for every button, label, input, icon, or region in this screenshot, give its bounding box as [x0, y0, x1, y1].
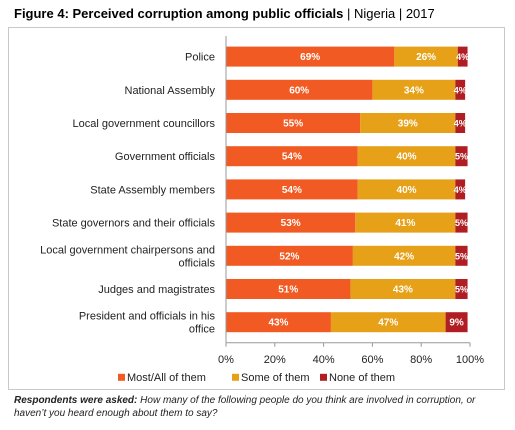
data-label: 53%	[281, 218, 301, 229]
note-label: Respondents were asked:	[14, 395, 138, 406]
category-label: officials	[179, 257, 216, 269]
data-label: 54%	[282, 185, 302, 196]
x-tick-label: 80%	[410, 354, 432, 366]
data-label: 40%	[397, 152, 417, 163]
data-label: 42%	[394, 251, 414, 262]
data-label: 34%	[404, 85, 424, 96]
x-tick-label: 60%	[361, 354, 383, 366]
category-label: State governors and their officials	[52, 218, 216, 230]
x-tick-label: 40%	[313, 354, 335, 366]
category-label: office	[189, 324, 215, 336]
data-label: 55%	[283, 119, 303, 130]
data-label: 5%	[455, 152, 468, 162]
title-separator: |	[343, 6, 355, 21]
bar-segment	[394, 46, 458, 67]
category-label: Police	[185, 52, 215, 64]
bar-segment	[350, 279, 456, 299]
bar-segment	[455, 279, 468, 299]
data-label: 5%	[455, 251, 468, 261]
bar-segment	[372, 79, 456, 100]
bar-segment	[357, 146, 456, 167]
data-label: 5%	[455, 218, 468, 228]
legend-label: None of them	[329, 372, 395, 384]
data-label: 40%	[397, 185, 417, 196]
data-label: 41%	[395, 218, 415, 229]
category-label: Local government chairpersons and	[40, 244, 215, 256]
data-label: 5%	[455, 285, 468, 295]
bar-segment	[226, 46, 395, 67]
data-label: 4%	[456, 52, 469, 62]
data-label: 54%	[282, 152, 302, 163]
bar-segment	[355, 212, 456, 233]
data-label: 47%	[378, 318, 398, 329]
data-label: 4%	[454, 185, 467, 195]
bar-segment	[226, 245, 353, 266]
bar-segment	[226, 146, 358, 167]
bar-segment	[357, 179, 456, 200]
bar-segment	[226, 113, 361, 133]
bar-segment	[455, 146, 468, 167]
category-label: State Assembly members	[90, 184, 215, 196]
legend-label: Some of them	[241, 372, 309, 384]
bar-segment	[226, 312, 331, 333]
category-label: Judges and magistrates	[98, 284, 215, 296]
title-year: 2017	[405, 6, 435, 21]
bar-segment	[352, 245, 456, 266]
x-tick-label: 100%	[456, 354, 484, 366]
figure-title: Figure 4: Perceived corruption among pub…	[14, 6, 435, 21]
bar-segment	[330, 312, 446, 333]
respondents-note: Respondents were asked: How many of the …	[14, 394, 509, 420]
data-label: 39%	[398, 119, 418, 130]
legend-label: Most/All of them	[127, 372, 206, 384]
bar-segment	[226, 79, 373, 100]
bar-segment	[226, 212, 356, 233]
bar-segment	[226, 179, 358, 200]
legend-swatch	[118, 373, 125, 381]
category-label: President and officials in his	[79, 311, 216, 323]
data-label: 43%	[393, 285, 413, 296]
legend-swatch	[232, 373, 239, 381]
title-separator: |	[395, 6, 406, 21]
bar-segment	[457, 46, 468, 67]
data-label: 51%	[278, 285, 298, 296]
data-label: 60%	[289, 85, 309, 96]
x-tick-label: 0%	[218, 354, 234, 366]
data-label: 26%	[416, 52, 436, 63]
category-label: Government officials	[115, 151, 216, 163]
data-label: 9%	[449, 318, 464, 329]
data-label: 52%	[279, 251, 299, 262]
bar-segment	[445, 312, 468, 333]
category-label: Local government councillors	[73, 118, 216, 130]
title-country: Nigeria	[354, 6, 396, 21]
data-label: 43%	[268, 318, 288, 329]
note-text: How many of the following people do you …	[14, 395, 476, 419]
bar-segment	[360, 113, 456, 133]
bar-segment	[455, 245, 468, 266]
legend-swatch	[320, 373, 327, 381]
bar-segment	[226, 279, 351, 299]
bar-segment	[455, 179, 466, 200]
data-label: 4%	[454, 119, 467, 129]
bar-segment	[455, 79, 466, 100]
figure-title-main: Figure 4: Perceived corruption among pub…	[14, 6, 344, 21]
bar-segment	[455, 212, 468, 233]
x-tick-label: 20%	[264, 354, 286, 366]
category-label: National Assembly	[125, 85, 216, 97]
data-label: 4%	[454, 85, 467, 95]
bar-segment	[455, 113, 466, 133]
data-label: 69%	[300, 52, 320, 63]
